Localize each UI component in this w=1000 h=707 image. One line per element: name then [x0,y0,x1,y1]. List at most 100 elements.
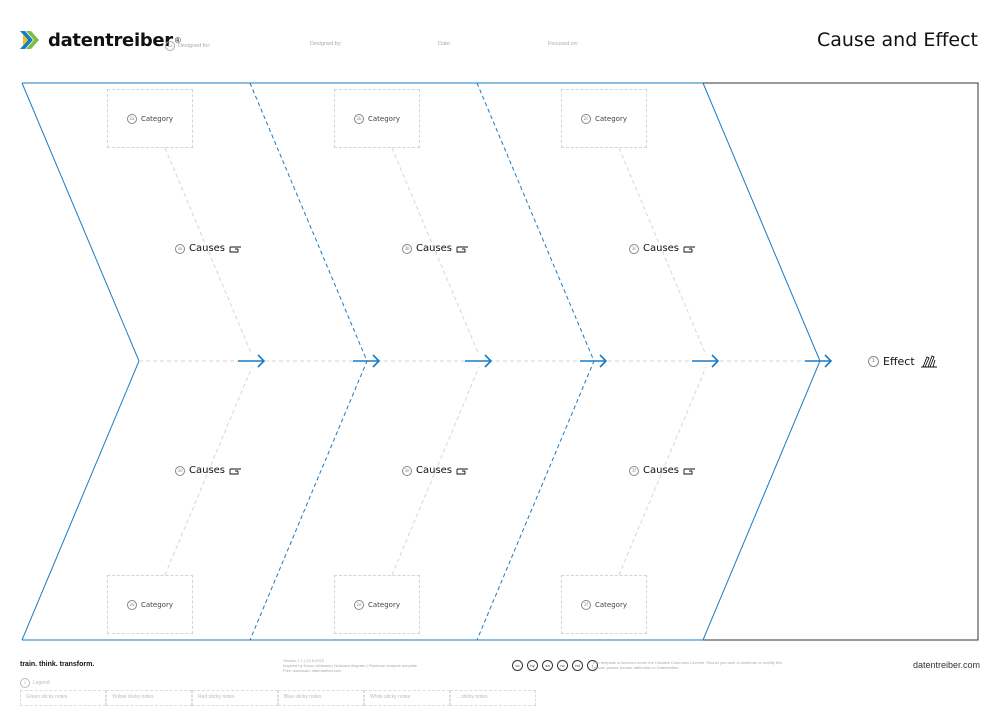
causes-bottom-2[interactable]: 3e Causes [402,465,470,476]
causes-text: Causes [416,243,453,254]
arrow-icon [353,354,381,368]
causes-text: Causes [189,243,226,254]
category-label: 2b Category [354,113,400,124]
pointing-hand-icon [456,468,469,474]
license-text: This template is licensed under the Crea… [592,660,783,670]
legend-title: 0 Legend [20,678,50,688]
legend-item[interactable]: White sticky notes [364,690,450,706]
causes-number-badge: 3f [629,465,639,476]
causes-number-badge: 3b [402,243,412,254]
causes-number-badge: 3d [175,465,185,476]
pointing-hand-icon [683,246,696,252]
meta-designed-by: Designed by: [310,41,342,47]
non-commercial-icon: nc [557,660,568,671]
category-text: Category [595,600,627,609]
causes-number-badge: 3e [402,465,412,476]
arrow-icon [238,354,266,368]
pointing-hand-icon [229,468,242,474]
legend-item[interactable]: Red sticky notes [192,690,278,706]
causes-top-3[interactable]: 3c Causes [629,243,697,254]
causes-text: Causes [643,465,680,476]
bone-guides [164,147,707,576]
meta-date: Date: [438,41,451,47]
effect-label[interactable]: 1 Effect [868,354,938,368]
legend-label: Legend [33,680,50,686]
tagline: train. think. transform. [20,661,95,668]
registered-mark: ® [174,35,181,45]
spine-arrows [238,354,833,368]
pointing-hand-icon [229,246,242,252]
effect-text: Effect [883,354,915,368]
brand-name: datentreiber [48,29,173,51]
category-box-top-3[interactable]: 2c Category [561,89,647,148]
causes-text: Causes [643,243,680,254]
causes-text: Causes [416,465,453,476]
arrow-icon [580,354,608,368]
causes-top-2[interactable]: 3b Causes [402,243,470,254]
category-number-badge: 2f [581,599,591,610]
causes-number-badge: 3a [175,243,185,254]
category-number-badge: 2e [354,599,364,610]
category-label: 2e Category [354,599,400,610]
category-text: Category [141,600,173,609]
meta-label: Designed by: [310,41,343,47]
category-box-top-1[interactable]: 2a Category [107,89,193,148]
category-text: Category [595,114,627,123]
category-label: 2c Category [581,113,627,124]
meta-focused-on: Focused on: [548,41,578,47]
meta-label: Date: [438,41,452,47]
meta-label: Focused on: [548,41,579,47]
info-icon: i [587,660,598,671]
version-info: Version 1.1 | 02.6.2023 Inspired by Kaor… [283,658,443,673]
category-label: 2d Category [127,599,173,610]
arrow-icon [465,354,493,368]
causes-text: Causes [189,465,226,476]
category-number-badge: 2c [581,113,591,124]
legend-item[interactable]: Yellow sticky notes [106,690,192,706]
legend-item[interactable]: Green sticky notes [20,690,106,706]
pointing-hand-icon [683,468,696,474]
category-number-badge: 2d [127,599,137,610]
cc-icon: cc [512,660,523,671]
meta-designed-for: 1a Designed for: [165,41,211,51]
causes-bottom-3[interactable]: 3f Causes [629,465,697,476]
no-derivatives-icon: nd [572,660,583,671]
legend-item[interactable]: ... sticky notes [450,690,536,706]
attribution-icon: by [527,660,538,671]
version-line: Version 1.1 | 02.6.2023 [283,658,325,663]
version-line: Inspired by Kaoru Ishikawa | Ishikawa di… [283,663,418,668]
category-label: 2a Category [127,113,173,124]
license-icons: cc by sa nc nd i [512,660,602,671]
category-box-bottom-2[interactable]: 2e Category [334,575,420,634]
category-number-badge: 2a [127,113,137,124]
category-text: Category [368,114,400,123]
pointing-hand-icon [456,246,469,252]
arrow-icon [692,354,720,368]
domino-icon [920,355,937,368]
category-text: Category [368,600,400,609]
category-box-bottom-3[interactable]: 2f Category [561,575,647,634]
legend: Green sticky notes Yellow sticky notes R… [20,690,536,706]
category-label: 2f Category [581,599,627,610]
datentreiber-logo-icon [20,29,42,51]
arrow-icon [805,354,833,368]
category-box-bottom-1[interactable]: 2d Category [107,575,193,634]
page-title: Cause and Effect [816,29,978,51]
website-link[interactable]: datentreiber.com [912,660,980,670]
legend-number-badge: 0 [20,678,30,688]
causes-top-1[interactable]: 3a Causes [175,243,243,254]
causes-number-badge: 3c [629,243,639,254]
version-line: Free download: datentreiber.com [283,668,342,673]
category-box-top-2[interactable]: 2b Category [334,89,420,148]
effect-number-badge: 1 [868,355,879,367]
legend-item[interactable]: Blue sticky notes [278,690,364,706]
share-alike-icon: sa [542,660,553,671]
meta-label: Designed for: [178,43,211,49]
category-number-badge: 2b [354,113,364,124]
category-text: Category [141,114,173,123]
brand-logo: datentreiber ® [20,28,181,52]
causes-bottom-1[interactable]: 3d Causes [175,465,243,476]
effect-frame [703,82,979,641]
meta-number-badge: 1a [165,41,175,51]
